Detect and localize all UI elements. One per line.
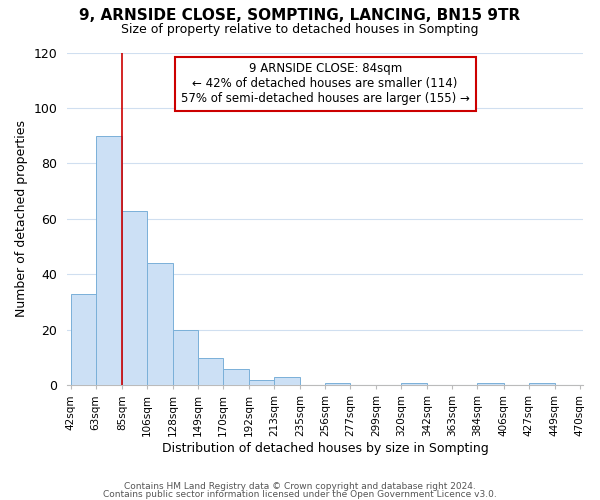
Bar <box>401 382 427 386</box>
Bar <box>325 382 350 386</box>
Bar <box>274 377 300 386</box>
Text: Contains HM Land Registry data © Crown copyright and database right 2024.: Contains HM Land Registry data © Crown c… <box>124 482 476 491</box>
Bar <box>173 330 198 386</box>
Bar <box>95 136 122 386</box>
Bar <box>122 210 147 386</box>
Bar <box>223 368 249 386</box>
Bar <box>147 264 173 386</box>
Bar <box>71 294 95 386</box>
Bar <box>249 380 274 386</box>
X-axis label: Distribution of detached houses by size in Sompting: Distribution of detached houses by size … <box>162 442 488 455</box>
Bar <box>478 382 503 386</box>
Text: 9 ARNSIDE CLOSE: 84sqm
← 42% of detached houses are smaller (114)
57% of semi-de: 9 ARNSIDE CLOSE: 84sqm ← 42% of detached… <box>181 62 470 106</box>
Bar <box>529 382 554 386</box>
Text: 9, ARNSIDE CLOSE, SOMPTING, LANCING, BN15 9TR: 9, ARNSIDE CLOSE, SOMPTING, LANCING, BN1… <box>79 8 521 22</box>
Text: Contains public sector information licensed under the Open Government Licence v3: Contains public sector information licen… <box>103 490 497 499</box>
Text: Size of property relative to detached houses in Sompting: Size of property relative to detached ho… <box>121 22 479 36</box>
Bar <box>198 358 223 386</box>
Y-axis label: Number of detached properties: Number of detached properties <box>15 120 28 318</box>
